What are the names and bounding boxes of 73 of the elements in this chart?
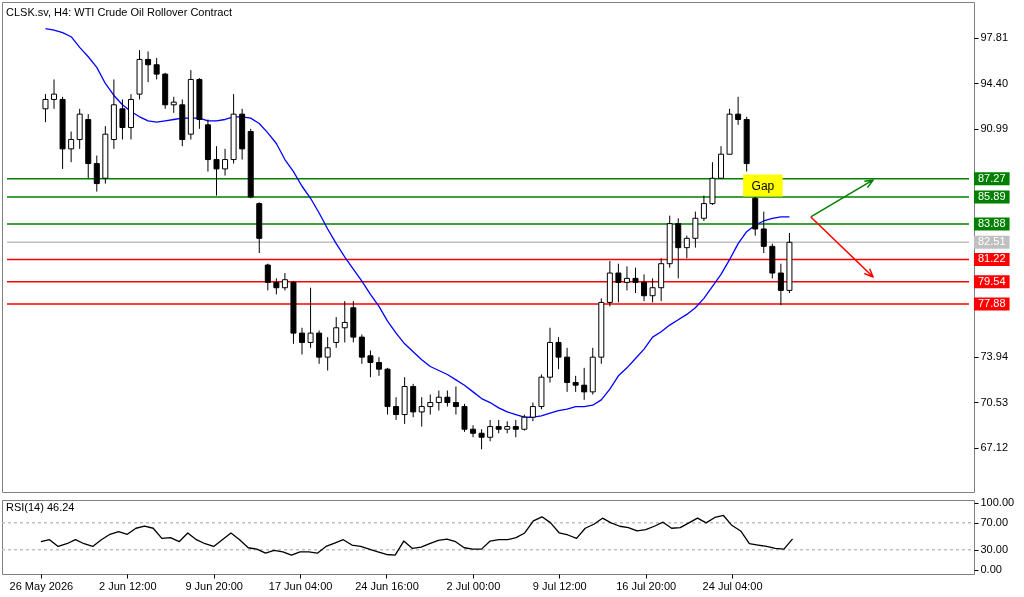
x-tick-label: 2 Jun 12:00 — [99, 579, 157, 592]
annotation: Gap — [751, 178, 775, 193]
candlestick — [692, 211, 699, 249]
y-tick-label: 67.12 — [980, 441, 1009, 454]
candlestick — [683, 235, 690, 259]
y-tick-label: 30.00 — [980, 543, 1009, 556]
ref-line-label: 79.54 — [978, 274, 1006, 287]
candlestick — [299, 327, 306, 355]
candlestick — [213, 145, 220, 197]
x-tick-label: 17 Jun 04:00 — [268, 579, 333, 592]
candlestick — [700, 195, 707, 222]
ref-line-label: 81.22 — [978, 252, 1006, 265]
y-tick-label: 97.81 — [980, 31, 1009, 44]
y-tick-label: 100.00 — [980, 496, 1015, 509]
candlestick — [470, 424, 477, 438]
candlestick — [222, 148, 229, 177]
candlestick — [119, 98, 126, 141]
chart-title: CLSK.sv, H4: WTI Crude Oil Rollover Contract — [6, 6, 232, 18]
candlestick — [615, 263, 622, 303]
candlestick — [393, 396, 400, 421]
candlestick — [358, 333, 365, 365]
candlestick — [649, 277, 656, 303]
candlestick — [93, 155, 100, 193]
candlestick — [427, 394, 434, 416]
candlestick — [461, 403, 468, 433]
ref-line-label: 77.88 — [978, 297, 1006, 310]
candlestick — [333, 316, 340, 349]
y-tick-label: 0.00 — [980, 563, 1002, 576]
x-tick-label: 9 Jul 12:00 — [532, 579, 587, 592]
candlestick — [324, 336, 331, 371]
x-tick-label: 26 May 2026 — [9, 579, 74, 592]
candlestick — [42, 93, 49, 123]
candlestick — [341, 300, 348, 343]
candlestick — [281, 272, 288, 291]
candlestick — [487, 419, 494, 442]
line-series — [40, 514, 794, 556]
candlestick — [581, 367, 588, 401]
candlestick — [367, 349, 374, 378]
candlestick — [777, 263, 784, 306]
candlestick — [478, 428, 485, 450]
candlestick — [145, 50, 152, 83]
y-tick-label: 70.53 — [980, 395, 1009, 408]
x-tick-label: 16 Jul 20:00 — [616, 579, 677, 592]
x-tick-label: 2 Jul 00:00 — [446, 579, 501, 592]
candlestick — [623, 265, 630, 291]
candlestick — [641, 273, 648, 302]
candlestick — [307, 287, 314, 349]
candlestick — [452, 386, 459, 416]
x-tick-label: 24 Jun 16:00 — [355, 579, 419, 592]
chart-title: RSI(14) 46.24 — [6, 500, 75, 513]
line-series — [44, 28, 791, 418]
ref-line-label: 83.88 — [978, 216, 1006, 229]
candlestick — [264, 263, 271, 291]
ref-line-label: 87.27 — [978, 171, 1006, 184]
y-tick-label: 70.00 — [980, 516, 1009, 529]
x-tick-label: 24 Jul 04:00 — [702, 579, 763, 592]
ref-line-label: 85.89 — [978, 190, 1006, 203]
candlestick — [418, 396, 425, 428]
candlestick — [760, 211, 767, 254]
x-tick-label: 9 Jun 20:00 — [185, 579, 243, 592]
candlestick — [51, 78, 58, 110]
y-tick-label: 73.94 — [980, 350, 1009, 363]
candlestick — [529, 402, 536, 422]
candlestick — [555, 336, 562, 370]
candlestick — [435, 390, 442, 412]
candlestick — [153, 57, 160, 80]
y-tick-label: 90.99 — [980, 122, 1009, 135]
candlestick — [735, 96, 742, 126]
candlestick — [632, 267, 639, 294]
ref-line-label: 82.51 — [978, 235, 1006, 248]
candlestick — [375, 356, 382, 377]
y-tick-label: 94.40 — [980, 76, 1009, 89]
candlestick — [68, 131, 75, 163]
